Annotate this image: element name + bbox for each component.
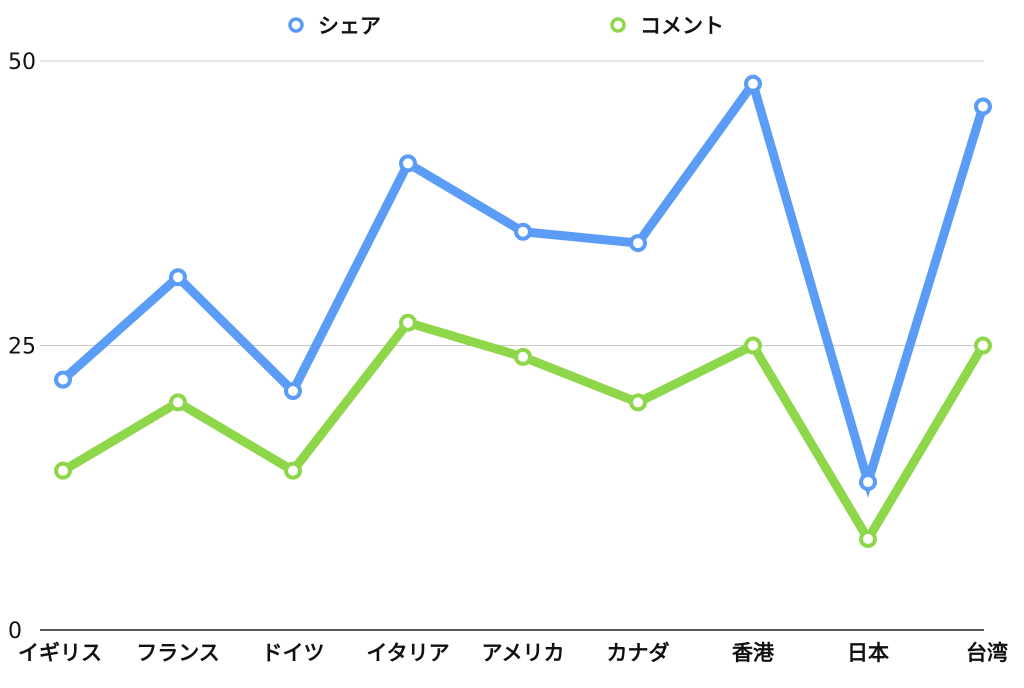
data-point-comment — [629, 393, 647, 412]
data-point-share — [54, 370, 72, 389]
x-category-label: ドイツ — [262, 641, 325, 665]
series-layer — [54, 73, 992, 548]
data-point-share — [284, 382, 302, 401]
data-point-comment — [514, 347, 532, 366]
x-category-label: イギリス — [18, 641, 102, 665]
data-point-comment — [859, 529, 877, 548]
x-category-label: フランス — [136, 641, 220, 665]
legend-item-share: シェア — [288, 14, 381, 38]
x-category-label: 香港 — [732, 641, 775, 665]
x-category-label: カナダ — [607, 641, 670, 665]
x-axis-categories: イギリス フランス ドイツ イタリア アメリカ カナダ 香港 日本 台湾 — [18, 641, 1008, 665]
legend: シェア コメント — [288, 14, 724, 38]
data-point-share — [744, 74, 762, 93]
x-category-label: アメリカ — [482, 641, 565, 665]
legend-label-comment: コメント — [640, 14, 724, 38]
data-point-comment — [54, 461, 72, 480]
data-point-share — [399, 154, 417, 173]
data-point-share — [169, 268, 187, 287]
x-category-label: 日本 — [847, 641, 889, 665]
data-point-comment — [169, 393, 187, 412]
data-point-share — [859, 473, 877, 492]
y-tick-label-0: 0 — [8, 619, 22, 644]
y-tick-label-50: 50 — [8, 50, 36, 75]
x-category-label: イタリア — [366, 641, 449, 665]
data-point-comment — [744, 336, 762, 355]
y-tick-label-25: 25 — [8, 335, 36, 360]
legend-marker-comment — [610, 17, 626, 33]
data-point-comment — [974, 336, 992, 355]
data-point-share — [514, 222, 532, 241]
series-line-share — [60, 73, 988, 498]
data-point-comment — [399, 313, 417, 332]
y-axis-ticks: 0 25 50 — [8, 50, 36, 644]
legend-marker-share — [288, 17, 304, 33]
data-point-comment — [284, 461, 302, 480]
legend-item-comment: コメント — [610, 14, 724, 38]
legend-label-share: シェア — [318, 14, 381, 38]
data-point-share — [974, 97, 992, 116]
grid-layer — [40, 60, 984, 631]
data-point-share — [629, 234, 647, 253]
x-category-label: 台湾 — [966, 641, 1008, 665]
